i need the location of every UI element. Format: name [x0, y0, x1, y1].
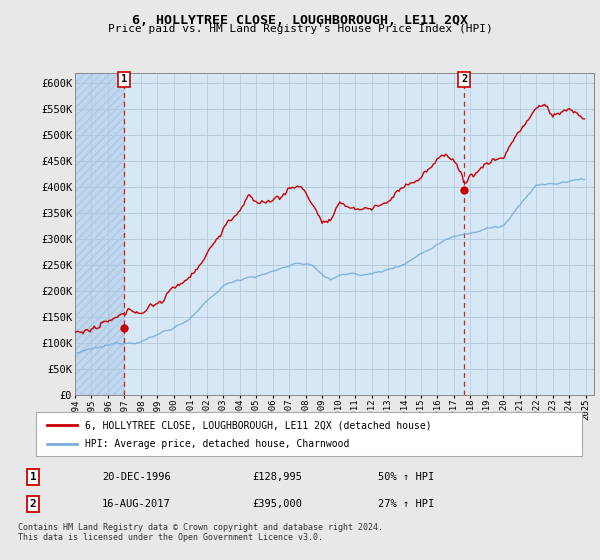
- Text: Price paid vs. HM Land Registry's House Price Index (HPI): Price paid vs. HM Land Registry's House …: [107, 24, 493, 34]
- Text: £395,000: £395,000: [252, 499, 302, 509]
- Text: £128,995: £128,995: [252, 472, 302, 482]
- Bar: [75, 73, 124, 395]
- Text: 20-DEC-1996: 20-DEC-1996: [102, 472, 171, 482]
- Text: 16-AUG-2017: 16-AUG-2017: [102, 499, 171, 509]
- Text: 1: 1: [121, 74, 127, 85]
- Text: 50% ↑ HPI: 50% ↑ HPI: [378, 472, 434, 482]
- Text: 6, HOLLYTREE CLOSE, LOUGHBOROUGH, LE11 2QX (detached house): 6, HOLLYTREE CLOSE, LOUGHBOROUGH, LE11 2…: [85, 420, 432, 430]
- Text: 27% ↑ HPI: 27% ↑ HPI: [378, 499, 434, 509]
- Text: Contains HM Land Registry data © Crown copyright and database right 2024.
This d: Contains HM Land Registry data © Crown c…: [18, 522, 383, 542]
- Text: 2: 2: [29, 499, 37, 509]
- Text: 6, HOLLYTREE CLOSE, LOUGHBOROUGH, LE11 2QX: 6, HOLLYTREE CLOSE, LOUGHBOROUGH, LE11 2…: [132, 14, 468, 27]
- Text: HPI: Average price, detached house, Charnwood: HPI: Average price, detached house, Char…: [85, 439, 350, 449]
- Text: 2: 2: [461, 74, 467, 85]
- Text: 1: 1: [29, 472, 37, 482]
